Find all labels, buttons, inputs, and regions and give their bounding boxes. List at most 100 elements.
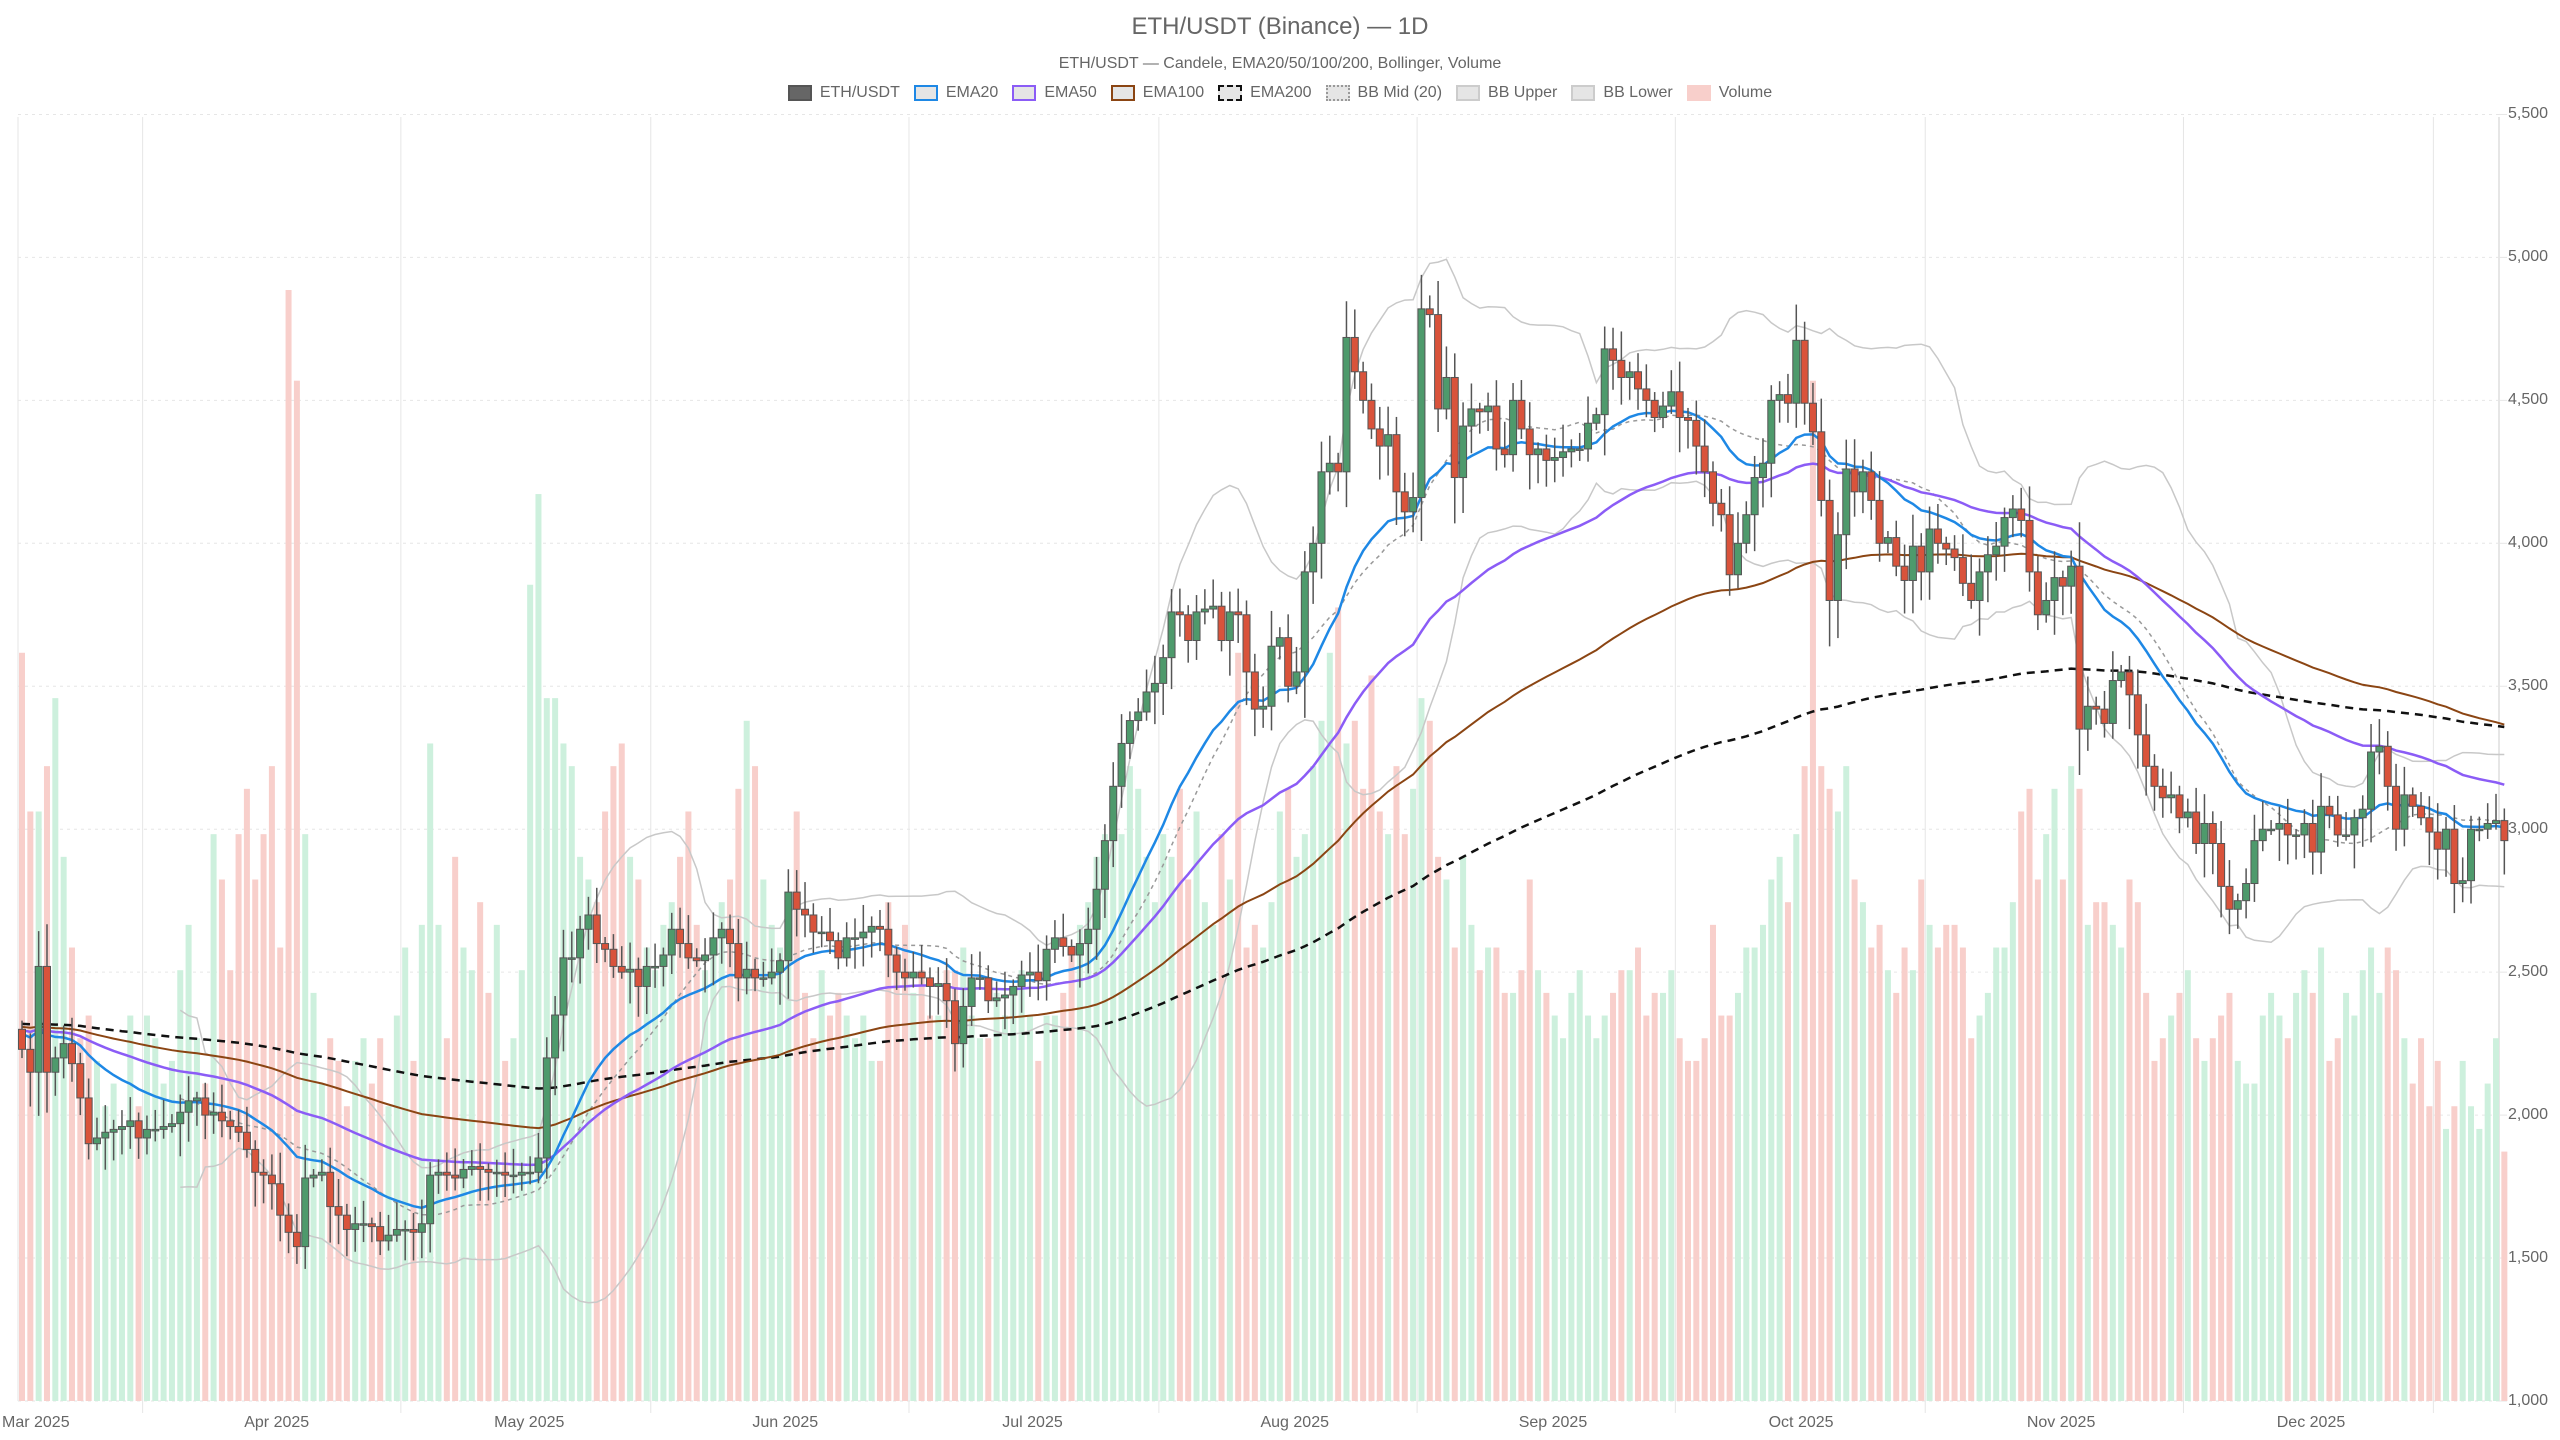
- candle-body: [576, 928, 585, 959]
- volume-bar: [2451, 1106, 2458, 1401]
- candle-body: [1300, 571, 1309, 673]
- candle-body: [276, 1183, 285, 1216]
- volume-bar: [427, 743, 434, 1401]
- candle-body: [2358, 808, 2367, 819]
- legend-item-ema20[interactable]: EMA20: [913, 84, 998, 102]
- candle-body: [284, 1214, 293, 1233]
- volume-bar: [1635, 947, 1642, 1401]
- volume-bar: [1768, 879, 1775, 1401]
- legend-item-eth-usdt[interactable]: ETH/USDT: [787, 84, 900, 102]
- candle-body: [2442, 828, 2451, 850]
- volume-bar: [2159, 1038, 2166, 1401]
- volume-bar: [793, 811, 800, 1401]
- volume-bar: [2443, 1128, 2450, 1401]
- candle-body: [1284, 637, 1293, 687]
- volume-bar: [1210, 924, 1217, 1401]
- x-axis-tick-label: Jul 2025: [1002, 1414, 1063, 1431]
- candle-body: [1450, 376, 1459, 479]
- volume-bar: [1884, 970, 1891, 1401]
- volume-bar: [2243, 1083, 2250, 1401]
- candle-body: [267, 1174, 276, 1185]
- candle-body: [942, 983, 951, 1002]
- candle-body: [1234, 611, 1243, 616]
- volume-bar: [2359, 970, 2366, 1401]
- legend-item-bb-mid-20[interactable]: BB Mid (20): [1325, 84, 1442, 102]
- candle-body: [1817, 431, 1826, 501]
- candle-body: [1334, 462, 1343, 473]
- candle-body: [301, 1177, 310, 1248]
- volume-bar: [1301, 834, 1308, 1401]
- volume-bar: [1493, 947, 1500, 1401]
- candle-body: [2267, 828, 2276, 832]
- candle-body: [1309, 542, 1318, 573]
- volume-bar: [443, 1038, 450, 1401]
- candle-body: [2500, 820, 2509, 842]
- volume-bar: [1193, 811, 1200, 1401]
- candle-body: [309, 1174, 318, 1179]
- candle-body: [909, 971, 918, 979]
- volume-bar: [2118, 947, 2125, 1401]
- volume-bar: [1085, 902, 1092, 1401]
- candle-body: [242, 1131, 251, 1150]
- candle-body: [1842, 468, 1851, 536]
- volume-bar: [560, 743, 567, 1401]
- legend-label: ETH/USDT: [819, 84, 900, 101]
- candle-body: [1567, 448, 1576, 453]
- legend-item-ema200[interactable]: EMA200: [1218, 84, 1312, 102]
- volume-bar: [1651, 992, 1658, 1401]
- legend-swatch-icon: [787, 85, 812, 101]
- volume-bar: [2293, 992, 2300, 1401]
- legend-label: EMA100: [1142, 84, 1205, 101]
- candle-body: [567, 957, 576, 960]
- candle-body: [2383, 745, 2392, 787]
- volume-bar: [610, 766, 617, 1401]
- candle-body: [2017, 508, 2026, 521]
- candle-body: [1917, 545, 1926, 573]
- volume-bar: [1984, 992, 1991, 1401]
- volume-bar: [968, 1015, 975, 1401]
- volume-bar: [1726, 1015, 1733, 1401]
- volume-bar: [1335, 607, 1342, 1401]
- legend-label: EMA50: [1044, 84, 1097, 101]
- volume-bar: [1318, 720, 1325, 1401]
- candle-body: [1617, 359, 1626, 378]
- candle-body: [76, 1063, 85, 1099]
- candle-body: [2408, 794, 2417, 807]
- candle-body: [542, 1057, 551, 1159]
- candle-body: [59, 1043, 68, 1059]
- legend-item-ema100[interactable]: EMA100: [1110, 84, 1205, 102]
- legend-item-volume[interactable]: Volume: [1686, 84, 1772, 102]
- volume-bar: [2284, 1038, 2291, 1401]
- candle-body: [784, 891, 793, 962]
- candle-body: [2200, 822, 2209, 844]
- candle-body: [159, 1126, 168, 1130]
- volume-bar: [1251, 924, 1258, 1401]
- candle-body: [1850, 468, 1859, 493]
- volume-bar: [1693, 1060, 1700, 1401]
- bb-lower-line: [180, 480, 2505, 1304]
- volume-bar: [185, 924, 192, 1401]
- legend-item-bb-upper[interactable]: BB Upper: [1456, 84, 1557, 102]
- candle-body: [101, 1131, 110, 1139]
- legend-swatch-icon: [913, 85, 938, 101]
- volume-bar: [2068, 766, 2075, 1401]
- legend-item-ema50[interactable]: EMA50: [1012, 84, 1097, 102]
- volume-bar: [1351, 720, 1358, 1401]
- candle-body: [1417, 308, 1426, 499]
- candle-body: [684, 943, 693, 959]
- volume-bar: [452, 856, 459, 1401]
- volume-bar: [1176, 788, 1183, 1401]
- candle-body: [1184, 614, 1193, 642]
- volume-bar: [2193, 1038, 2200, 1401]
- candle-body: [34, 965, 43, 1073]
- legend-item-bb-lower[interactable]: BB Lower: [1571, 84, 1673, 102]
- candle-body: [1050, 937, 1059, 950]
- volume-bar: [1110, 811, 1117, 1401]
- candle-body: [126, 1120, 135, 1128]
- y-axis-tick-label: 1,500: [2508, 1249, 2549, 1267]
- volume-bar: [1568, 992, 1575, 1401]
- candle-body: [1634, 371, 1643, 390]
- candle-body: [142, 1128, 151, 1139]
- candle-body: [2133, 694, 2142, 736]
